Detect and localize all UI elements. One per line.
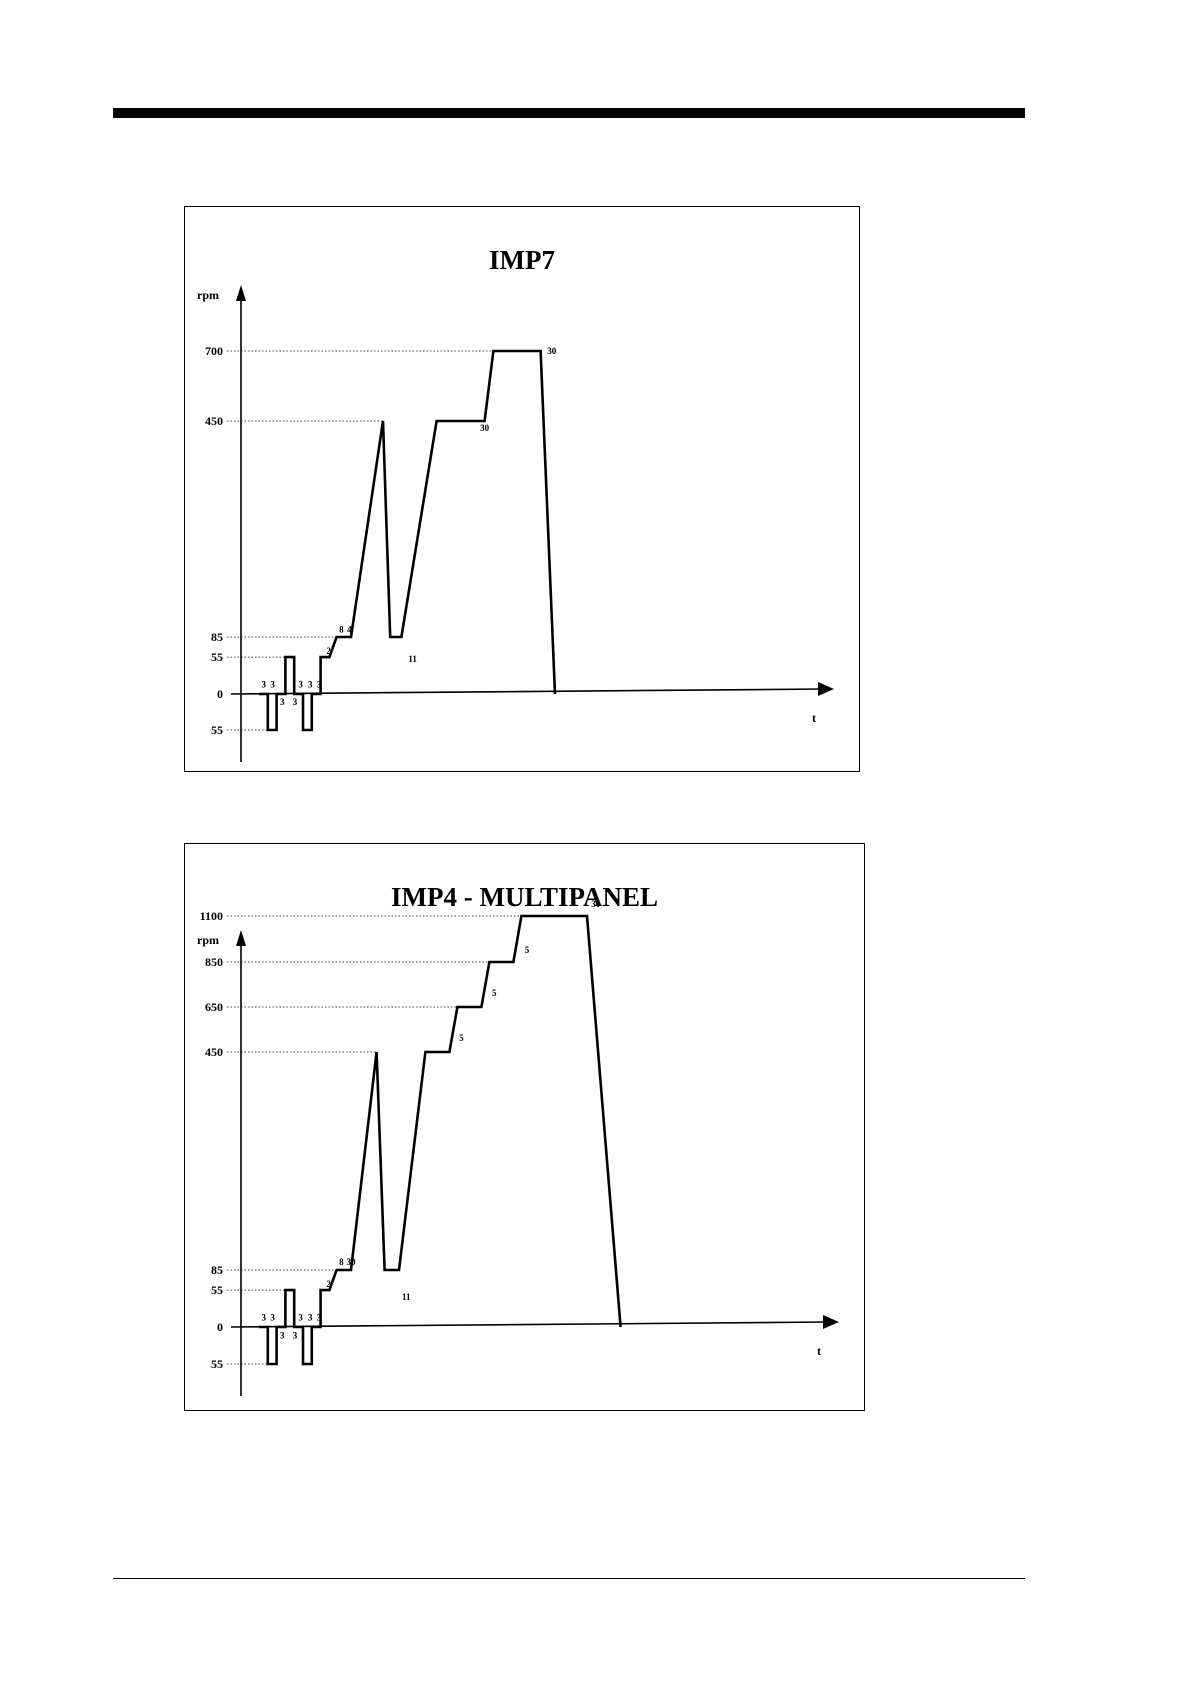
x-axis bbox=[230, 1321, 830, 1328]
y-tick-label: 55 bbox=[211, 1283, 223, 1297]
segment-duration-label: 3 bbox=[308, 1312, 313, 1322]
top-rule bbox=[113, 108, 1025, 118]
segment-duration-label: 2 bbox=[326, 1279, 331, 1289]
chart-title: IMP4 - MULTIPANEL bbox=[390, 882, 658, 912]
segment-duration-label: 3 bbox=[293, 697, 298, 707]
segment-duration-label: 3 bbox=[298, 1312, 303, 1322]
y-tick-label: 450 bbox=[205, 414, 223, 428]
segment-duration-label: 3 bbox=[293, 1330, 298, 1340]
segment-duration-label: 30 bbox=[591, 899, 601, 909]
y-axis-arrow bbox=[236, 930, 246, 946]
y-tick-label: 85 bbox=[211, 1263, 223, 1277]
y-tick-label: 55 bbox=[211, 723, 223, 737]
segment-duration-label: 3 bbox=[298, 679, 303, 689]
x-axis-label: t bbox=[812, 711, 816, 725]
y-axis-arrow bbox=[236, 285, 246, 301]
y-tick-label: 850 bbox=[205, 955, 223, 969]
x-axis-label: t bbox=[817, 1344, 821, 1358]
segment-duration-label: 3 bbox=[308, 679, 313, 689]
y-tick-label: 450 bbox=[205, 1045, 223, 1059]
segment-duration-label: 3 bbox=[262, 679, 267, 689]
segment-duration-label: 5 bbox=[492, 988, 497, 998]
segment-duration-label: 3 bbox=[262, 1312, 267, 1322]
segment-duration-label: 8 bbox=[339, 624, 344, 634]
y-tick-label: 650 bbox=[205, 1000, 223, 1014]
y-tick-label: 0 bbox=[217, 687, 223, 701]
x-axis-arrow bbox=[823, 1315, 839, 1329]
x-axis bbox=[230, 688, 825, 695]
x-axis-arrow bbox=[818, 682, 834, 696]
segment-duration-label: 8 bbox=[339, 1257, 344, 1267]
segment-duration-label: 2 bbox=[326, 646, 331, 656]
segment-duration-label: 3 bbox=[270, 679, 275, 689]
segment-duration-label: 3 bbox=[270, 1312, 275, 1322]
y-tick-label: 85 bbox=[211, 630, 223, 644]
y-tick-label: 700 bbox=[205, 344, 223, 358]
segment-duration-label: 11 bbox=[402, 1292, 411, 1302]
bottom-rule bbox=[113, 1578, 1025, 1579]
segment-duration-label: 5 bbox=[525, 945, 530, 955]
segment-duration-label: 30 bbox=[547, 346, 557, 356]
segment-duration-label: 3 bbox=[280, 1330, 285, 1340]
segment-duration-label: 11 bbox=[408, 654, 417, 664]
y-tick-label: 55 bbox=[211, 650, 223, 664]
chart-panel-imp4-multipanel: IMP4 - MULTIPANEL 1100 850 650 450 85 55 0 55 rp… bbox=[184, 843, 865, 1411]
series-line bbox=[259, 914, 622, 1366]
y-tick-label: 1100 bbox=[200, 909, 223, 923]
chart-title: IMP7 bbox=[489, 245, 555, 275]
segment-duration-label: 4 bbox=[347, 624, 352, 634]
y-tick-label: 55 bbox=[211, 1357, 223, 1371]
segment-duration-label: 3 bbox=[317, 679, 322, 689]
y-axis-label: rpm bbox=[197, 933, 219, 947]
series-line bbox=[259, 349, 557, 732]
segment-duration-label: 30 bbox=[480, 423, 490, 433]
y-axis-label: rpm bbox=[197, 288, 219, 302]
segment-duration-label: 30 bbox=[347, 1257, 357, 1267]
chart-panel-imp7: IMP7 700 450 85 55 0 55 rpm t 3 3 3 3 3 3 3 2 8 4 11 30 30 bbox=[184, 206, 860, 772]
segment-duration-label: 3 bbox=[280, 697, 285, 707]
segment-duration-label: 5 bbox=[459, 1033, 464, 1043]
segment-duration-label: 3 bbox=[317, 1312, 322, 1322]
y-tick-label: 0 bbox=[217, 1320, 223, 1334]
